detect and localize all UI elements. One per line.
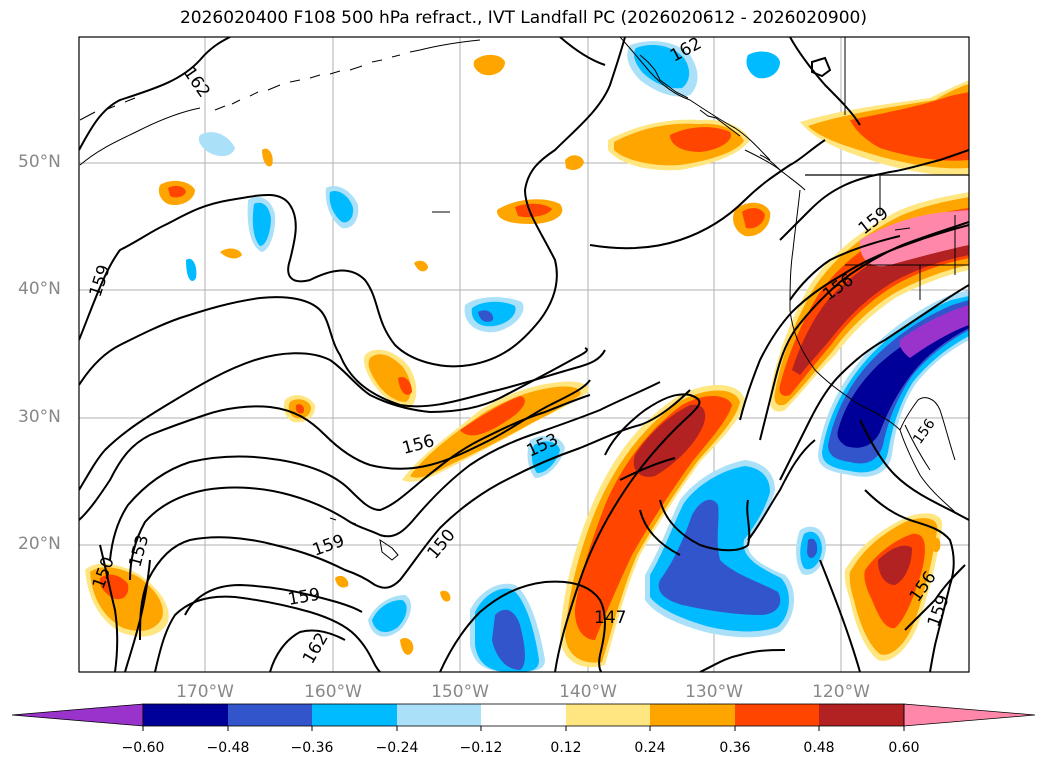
colorbar-extend-high [903, 703, 1036, 727]
colorbar-tick-label: −0.36 [290, 740, 334, 756]
colorbar-tick-label: −0.24 [375, 740, 419, 756]
height-contours [79, 37, 969, 672]
lat-label: 30°N [18, 407, 61, 427]
map-title: 2026020400 F108 500 hPa refract., IVT La… [179, 8, 867, 28]
filled-shading [85, 41, 969, 672]
colorbar-tick-label: −0.48 [206, 740, 250, 756]
colorbar-segment [228, 704, 312, 726]
colorbar-segment [312, 704, 397, 726]
lon-label: 140°W [559, 682, 617, 702]
colorbar-segment [397, 704, 481, 726]
map-plot-area: 162 162 159 159 156 156 153 153 150 150 … [79, 37, 969, 672]
colorbar-tick-label: 0.48 [803, 740, 835, 756]
lat-label: 40°N [18, 279, 61, 299]
lon-label: 120°W [812, 682, 870, 702]
lon-label: 130°W [685, 682, 743, 702]
colorbar-segment [735, 704, 819, 726]
colorbar-tick-label: −0.60 [121, 740, 165, 756]
colorbar-segment [143, 704, 228, 726]
colorbar-segment [819, 704, 904, 726]
lon-label: 160°W [304, 682, 362, 702]
lon-label: 170°W [176, 682, 234, 702]
lat-label: 20°N [18, 534, 61, 554]
colorbar-tick-label: 0.36 [719, 740, 751, 756]
contour-label: 147 [594, 608, 626, 628]
colorbar-extend-low [11, 703, 144, 727]
colorbar-tick-label: 0.24 [634, 740, 666, 756]
lon-label: 150°W [431, 682, 489, 702]
colorbar-segment [650, 704, 735, 726]
colorbar-tick-label: −0.12 [459, 740, 503, 756]
colorbar-tick-label: 0.60 [888, 740, 920, 756]
coastlines [79, 37, 969, 561]
colorbar-tick-label: 0.12 [550, 740, 582, 756]
lat-label: 50°N [18, 152, 61, 172]
colorbar-segment [481, 704, 566, 726]
map-frame [78, 36, 970, 673]
colorbar [11, 703, 1036, 731]
colorbar-segment [566, 704, 650, 726]
